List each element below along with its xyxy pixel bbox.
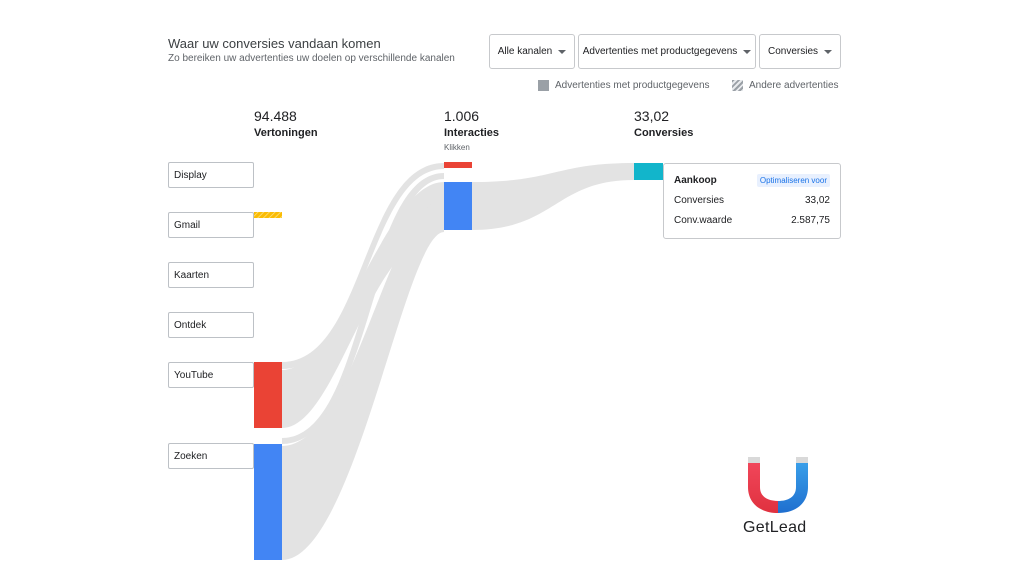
chevron-down-icon: [824, 49, 833, 54]
card-title: Aankoop: [674, 175, 717, 186]
channel-discover[interactable]: Ontdek: [168, 312, 254, 338]
chart-title: Waar uw conversies vandaan komen: [168, 36, 381, 51]
legend-label: Advertenties met productgegevens: [555, 80, 710, 91]
flow-search-to-clicks: [282, 200, 444, 560]
stage-value-interactions: 1.006: [444, 108, 480, 124]
flow-youtube-to-click-top: [282, 163, 444, 369]
stage-label-interactions: Interacties: [444, 127, 500, 139]
channel-filter-label: Alle kanalen: [497, 46, 553, 57]
card-row-value: 33,02: [804, 195, 830, 206]
chevron-down-icon: [558, 49, 567, 54]
flow-clicks-to-conversions: [472, 163, 634, 230]
optimize-badge: Optimaliseren voor: [756, 174, 830, 187]
magnet-logo-icon: [748, 457, 808, 513]
card-row-label: Conversies: [674, 195, 725, 206]
channel-display[interactable]: Display: [168, 162, 254, 188]
channel-youtube[interactable]: YouTube: [168, 362, 254, 388]
hatched-swatch-icon: [732, 80, 743, 91]
card-row-label: Conv.waarde: [674, 215, 733, 226]
chevron-down-icon: [743, 49, 752, 54]
channel-filter-dropdown[interactable]: Alle kanalen: [489, 34, 575, 69]
stage-sublabel-interactions: Klikken: [444, 143, 470, 152]
node-conversions: [634, 163, 663, 180]
channel-search[interactable]: Zoeken: [168, 443, 254, 469]
metric-filter-dropdown[interactable]: Conversies: [759, 34, 841, 69]
stage-value-impressions: 94.488: [254, 108, 297, 124]
legend-item-product-ads: Advertenties met productgegevens: [538, 80, 710, 91]
channel-gmail[interactable]: Gmail: [168, 212, 254, 238]
node-youtube: [254, 362, 282, 428]
stage-label-impressions: Vertoningen: [254, 127, 318, 139]
card-row-value: 2.587,75: [791, 215, 830, 226]
node-gmail: [254, 212, 282, 218]
legend-item-other-ads: Andere advertenties: [732, 80, 839, 91]
node-interactions-youtube: [444, 162, 472, 168]
chart-subtitle: Zo bereiken uw advertenties uw doelen op…: [168, 53, 455, 64]
brand-name: GetLead: [743, 519, 807, 536]
ad-type-filter-dropdown[interactable]: Advertenties met productgegevens: [578, 34, 756, 69]
solid-swatch-icon: [538, 80, 549, 91]
channel-maps[interactable]: Kaarten: [168, 262, 254, 288]
stage-label-conversions: Conversies: [634, 127, 694, 139]
metric-filter-label: Conversies: [767, 46, 819, 57]
legend-label: Andere advertenties: [749, 80, 839, 91]
node-interactions-search: [444, 182, 472, 230]
conversion-detail-card: Aankoop Optimaliseren voor Conversies 33…: [663, 163, 841, 239]
node-search: [254, 444, 282, 560]
ad-type-filter-label: Advertenties met productgegevens: [582, 46, 738, 57]
stage-value-conversions: 33,02: [634, 108, 670, 124]
